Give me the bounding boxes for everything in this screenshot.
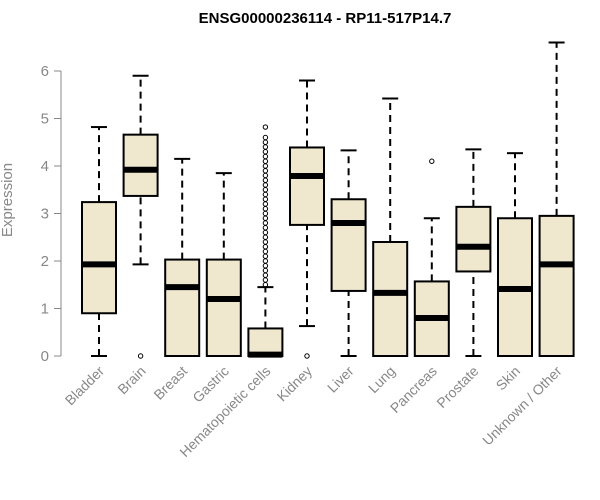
outlier-point: [262, 267, 269, 274]
outlier-point: [262, 229, 269, 236]
box-pancreas: [413, 158, 450, 357]
outlier-point: [262, 258, 269, 264]
box-brain: [122, 74, 159, 359]
outlier-point: [262, 182, 269, 188]
outlier-point: [262, 172, 269, 179]
outlier-point: [262, 153, 269, 160]
iqr-box: [205, 258, 242, 358]
iqr-box: [538, 214, 575, 357]
outlier-point: [262, 196, 269, 202]
outlier-point: [262, 144, 269, 150]
y-tick-label: 6: [41, 63, 49, 80]
outlier-point: [262, 244, 269, 250]
outlier-point: [262, 139, 269, 145]
x-tick-label: Bladder: [62, 363, 108, 409]
x-tick-label: Liver: [324, 363, 357, 396]
y-tick-label: 0: [41, 348, 49, 365]
outlier-point: [262, 220, 269, 226]
iqr-box: [289, 146, 325, 226]
outlier-point: [262, 191, 269, 198]
outlier-point: [262, 149, 269, 155]
outlier-point: [262, 206, 269, 212]
box-kidney: [289, 79, 325, 359]
outlier-point: [262, 225, 269, 231]
chart-title: ENSG00000236114 - RP11-517P14.7: [199, 10, 452, 27]
x-tick-label: Skin: [493, 363, 524, 394]
x-tick-label: Prostate: [433, 363, 481, 411]
y-axis-label: Expression: [0, 163, 16, 237]
x-tick-label: Unknown / Other: [479, 363, 565, 449]
outlier-point: [262, 263, 269, 269]
outlier-point: [137, 353, 144, 359]
outlier-point: [262, 187, 269, 193]
iqr-box: [164, 258, 201, 358]
boxes-group: [81, 41, 575, 359]
outlier-point: [262, 239, 269, 245]
x-tick-label: Brain: [114, 363, 148, 397]
iqr-box: [122, 133, 159, 197]
box-skin: [497, 152, 533, 357]
box-hematopoietic-cells: [247, 124, 284, 358]
box-unknown-other: [538, 41, 575, 357]
iqr-box: [81, 201, 117, 315]
iqr-box: [330, 198, 367, 292]
box-lung: [372, 97, 409, 357]
outlier-point: [262, 210, 269, 217]
box-prostate: [455, 148, 492, 357]
outlier-point: [262, 134, 269, 141]
y-tick-label: 3: [41, 206, 49, 223]
box-breast: [164, 157, 201, 358]
x-tick-label: Kidney: [274, 363, 316, 405]
y-tick-label: 4: [41, 158, 49, 175]
outlier-point: [262, 124, 269, 130]
y-axis: 0 1 2 3 4 5 6: [41, 63, 62, 365]
outlier-point: [262, 163, 269, 169]
iqr-box: [455, 205, 492, 273]
outlier-point: [429, 158, 435, 164]
outlier-point: [262, 253, 269, 259]
iqr-box: [372, 241, 409, 357]
y-tick-label: 5: [41, 111, 49, 128]
outlier-point: [262, 201, 269, 207]
box-bladder: [81, 126, 117, 357]
y-tick-label: 2: [41, 253, 49, 270]
outlier-point: [262, 168, 269, 174]
box-liver: [330, 149, 367, 357]
outlier-point: [262, 177, 269, 183]
outlier-point: [262, 272, 269, 278]
x-tick-label: Breast: [150, 363, 190, 403]
box-gastric: [205, 172, 242, 358]
outlier-point: [304, 353, 310, 359]
outlier-point: [262, 234, 269, 240]
outlier-point: [262, 277, 269, 283]
outlier-point: [262, 158, 269, 164]
outlier-point: [262, 248, 269, 255]
outlier-point: [262, 215, 269, 221]
y-tick-label: 1: [41, 301, 49, 318]
x-tick-label: Lung: [365, 363, 398, 396]
